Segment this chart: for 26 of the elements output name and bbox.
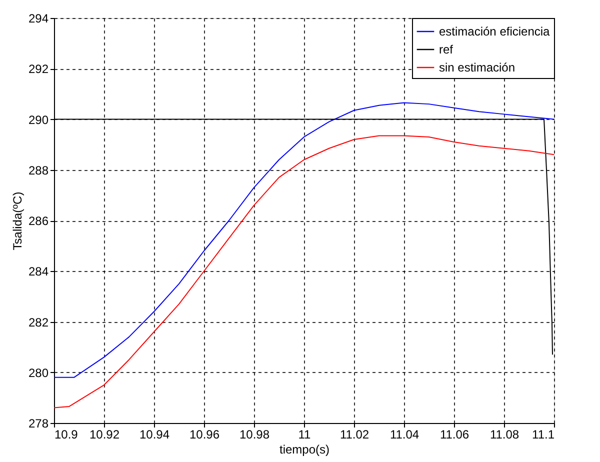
x-tick-label: 11.04 (390, 428, 420, 442)
y-tick-label: 288 (28, 163, 49, 178)
x-tick-label: 11.06 (440, 428, 470, 442)
y-tick-label: 286 (28, 214, 49, 228)
y-axis-title: Tsalida(ºC) (10, 192, 24, 250)
legend-label: ref (439, 42, 454, 56)
y-tick-label: 284 (28, 264, 49, 279)
x-tick-label: 11.02 (340, 428, 370, 442)
x-tick-label: 10.98 (239, 428, 270, 442)
x-tick-label: 10.9 (54, 428, 78, 442)
y-tick-label: 280 (28, 366, 49, 380)
y-tick-label: 294 (28, 12, 49, 26)
x-tick-label: 10.96 (189, 428, 220, 442)
y-tick-label: 292 (28, 62, 49, 76)
x-tick-label: 10.92 (89, 428, 120, 442)
legend-label: sin estimación (439, 60, 516, 74)
x-tick-label: 11.1 (532, 428, 555, 442)
y-tick-label: 278 (28, 416, 49, 430)
line-series (54, 135, 554, 408)
x-tick-label: 10.94 (139, 428, 170, 442)
x-tick-label: 11.08 (490, 428, 520, 442)
y-tick-label: 290 (28, 112, 49, 127)
y-tick-label: 282 (28, 315, 49, 330)
legend-label: estimación eficiencia (439, 24, 550, 38)
x-axis-title: tiempo(s) (279, 442, 330, 456)
x-tick-label: 11 (298, 428, 312, 442)
